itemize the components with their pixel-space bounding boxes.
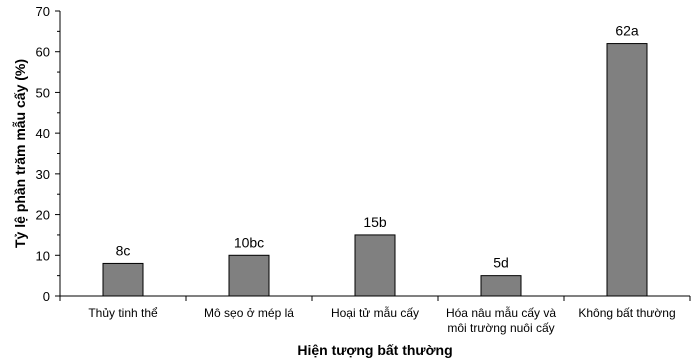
y-tick-label: 50 bbox=[36, 85, 50, 100]
bar bbox=[480, 275, 522, 297]
y-tick-label: 30 bbox=[36, 167, 50, 182]
bar bbox=[354, 234, 396, 297]
bar-data-label: 10bc bbox=[234, 234, 264, 250]
bar bbox=[228, 254, 270, 297]
x-axis-title: Hiện tượng bất thường bbox=[297, 342, 452, 358]
bars-layer bbox=[102, 43, 648, 297]
bar-data-label: 62a bbox=[615, 23, 639, 39]
y-axis-title: Tỷ lệ phần trăm mẫu cấy (%) bbox=[12, 59, 28, 248]
bar-data-label: 15b bbox=[363, 214, 387, 230]
x-category-label: Mô sẹo ở mép lá bbox=[204, 306, 294, 320]
y-tick-label: 70 bbox=[36, 4, 50, 19]
ticks-layer bbox=[55, 10, 691, 301]
bar bbox=[102, 262, 144, 297]
x-category-label: Hoại tử mẫu cấy bbox=[331, 305, 419, 320]
y-tick-label: 60 bbox=[36, 45, 50, 60]
bar-data-label: 8c bbox=[116, 242, 131, 258]
bar-data-label: 5d bbox=[493, 255, 509, 271]
x-category-label: Không bất thường bbox=[578, 306, 675, 320]
labels-layer: 0 10 20 30 40 50 60 70 8c Thủy tinh thể 10bc Mô sẹo… bbox=[36, 4, 676, 335]
y-tick-label: 0 bbox=[43, 289, 50, 304]
y-tick-label: 10 bbox=[36, 248, 50, 263]
y-tick-label: 40 bbox=[36, 126, 50, 141]
x-category-label: Hóa nâu mẫu cấy và môi trường nuôi cấy bbox=[446, 305, 556, 335]
bar bbox=[606, 43, 648, 297]
y-tick-label: 20 bbox=[36, 208, 50, 223]
x-category-label: Thủy tinh thể bbox=[88, 306, 158, 320]
